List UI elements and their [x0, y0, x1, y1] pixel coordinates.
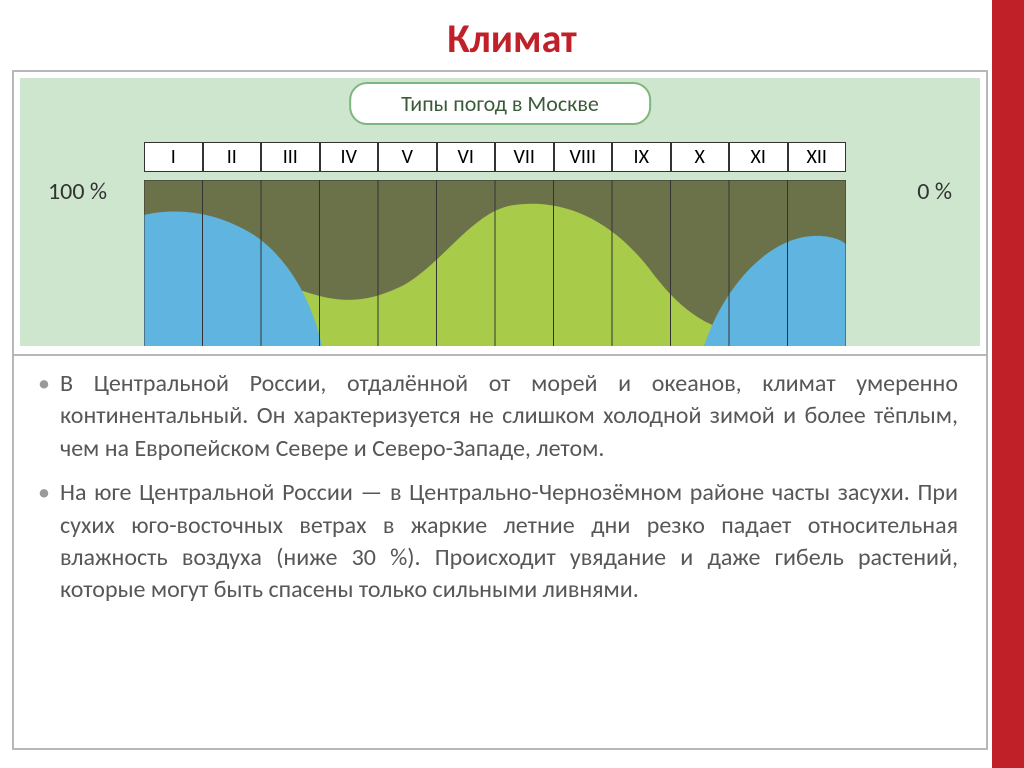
month-cell: IX — [612, 142, 671, 172]
axis-left-label: 100 % — [48, 177, 107, 206]
month-cell: VI — [437, 142, 496, 172]
accent-bar — [992, 0, 1024, 768]
month-cell: XII — [788, 142, 847, 172]
chart-title: Типы погод в Москве — [349, 82, 651, 125]
month-cell: XI — [729, 142, 788, 172]
content-frame: Типы погод в Москве I II III IV V VI VII… — [12, 70, 988, 750]
month-cell: VII — [495, 142, 554, 172]
weather-area-chart — [144, 180, 846, 346]
month-cell: X — [671, 142, 730, 172]
axis-right-label: 0 % — [917, 177, 952, 206]
text-block: В Центральной России, отдалённой от море… — [14, 354, 986, 631]
month-cell: IV — [320, 142, 379, 172]
page-title: Климат — [0, 0, 1024, 69]
chart-area: Типы погод в Москве I II III IV V VI VII… — [14, 72, 986, 352]
chart-plot — [144, 180, 846, 346]
month-cell: II — [203, 142, 262, 172]
slide: Климат Типы погод в Москве I II III IV V… — [0, 0, 1024, 768]
month-cell: III — [261, 142, 320, 172]
month-cell: V — [378, 142, 437, 172]
months-row: I II III IV V VI VII VIII IX X XI XII — [144, 142, 846, 172]
month-cell: I — [144, 142, 203, 172]
month-cell: VIII — [554, 142, 613, 172]
paragraph: На юге Центральной России — в Центрально… — [60, 477, 958, 607]
paragraph: В Центральной России, отдалённой от море… — [60, 368, 958, 465]
